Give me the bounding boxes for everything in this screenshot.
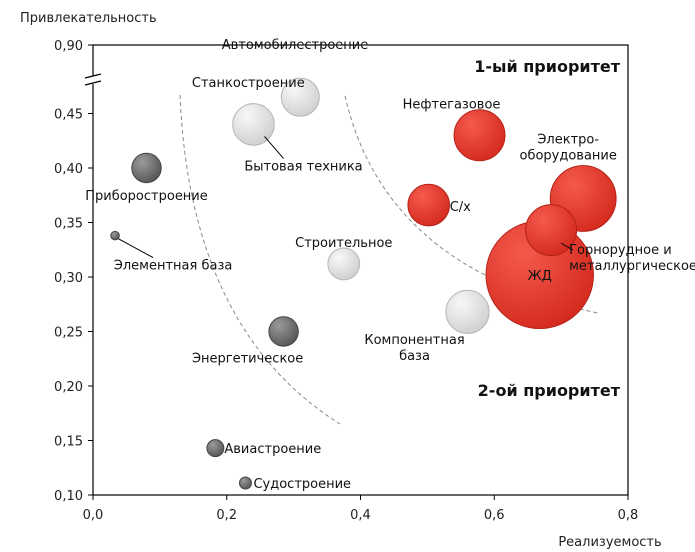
bubble-point	[453, 109, 506, 162]
bubble-point	[445, 289, 490, 335]
x-tick-label: 0,6	[484, 508, 505, 523]
bubble-label: Авиастроение	[224, 442, 321, 457]
bubble-point	[131, 152, 162, 184]
bubble-point	[525, 204, 578, 257]
bubble-label: металлургическое	[569, 259, 695, 274]
y-tick-label: 0,30	[54, 271, 83, 286]
bubble-label: Приборостроение	[85, 189, 208, 204]
annotation-priority-2: 2-ой приоритет	[478, 381, 621, 400]
annotation-priority-1: 1-ый приоритет	[474, 57, 621, 76]
bubble-label: Станкостроение	[192, 76, 305, 91]
bubble-label: оборудование	[519, 149, 616, 164]
bubble-point	[206, 439, 225, 458]
priority-boundary-curves	[179, 94, 599, 425]
labels-layer: Автомобилестроение Станкостроение Бытовая …	[85, 38, 695, 492]
bubble-point	[407, 183, 451, 227]
y-tick-label: 0,10	[54, 489, 83, 504]
bubble-label: Компонентная	[364, 333, 464, 348]
bubbles-layer	[110, 77, 617, 490]
bubble-label: Нефтегазовое	[403, 97, 501, 112]
label-leader-line	[117, 238, 154, 259]
y-tick-label: 0,90	[54, 39, 83, 54]
bubble-point	[232, 103, 275, 146]
bubble-label: Строительное	[295, 236, 392, 251]
y-tick-label: 0,45	[54, 108, 83, 123]
bubble-point	[110, 230, 120, 241]
bubble-point	[238, 476, 252, 490]
label-leader-line	[560, 242, 574, 251]
bubble-label: ЖД	[528, 269, 552, 284]
bubble-label: Судостроение	[253, 477, 351, 492]
bubble-label: Электро-	[537, 133, 599, 148]
bubble-point	[268, 316, 299, 347]
bubble-point	[327, 247, 361, 281]
bubble-label: Энергетическое	[192, 352, 303, 367]
bubble-label: Горнорудное и	[569, 243, 672, 258]
y-tick-label: 0,15	[54, 435, 83, 450]
x-tick-label: 0,8	[618, 508, 639, 523]
x-tick-label: 0,4	[350, 508, 371, 523]
bubble-label: Элементная база	[114, 259, 233, 274]
y-tick-label: 0,25	[54, 326, 83, 341]
y-tick-label: 0,20	[54, 380, 83, 395]
axis-break-marker	[84, 73, 102, 86]
bubble-label: база	[399, 349, 430, 364]
bubble-point	[280, 77, 320, 117]
bubble-label: С/х	[450, 200, 471, 215]
axes-ticks: 0,10 0,15 0,20 0,25 0,30 0,35 0,40 0,45 0,90 0,0 0…	[54, 39, 638, 523]
y-axis-title: Привлекательность	[20, 11, 157, 26]
bubble-label: Бытовая техника	[244, 159, 362, 174]
x-tick-label: 0,2	[216, 508, 237, 523]
y-tick-label: 0,35	[54, 217, 83, 232]
label-leader-line	[264, 136, 284, 159]
x-tick-label: 0,0	[83, 508, 104, 523]
inner-boundary-curve	[179, 94, 341, 425]
x-axis-title: Реализуемость	[558, 535, 661, 550]
y-tick-label: 0,40	[54, 162, 83, 177]
bubble-label: Автомобилестроение	[222, 38, 369, 53]
